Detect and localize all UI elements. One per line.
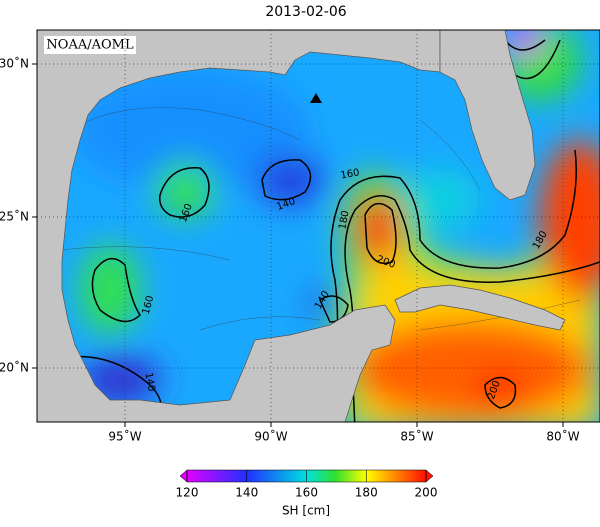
lon-tick-label: 90˚W — [254, 429, 287, 444]
lon-tick-label: 85˚W — [400, 429, 433, 444]
credit: NOAA/AOML — [46, 38, 134, 53]
lon-tick-label: 95˚W — [108, 429, 141, 444]
colorbar-tick-label: 140 — [235, 486, 258, 500]
lon-tick-label: 80˚W — [546, 429, 579, 444]
colorbar-tick-label: 120 — [176, 486, 199, 500]
colorbar-tick-label: 200 — [415, 486, 438, 500]
contour-label: 160 — [141, 294, 157, 315]
credit-box — [44, 36, 136, 54]
colorbar-low-end — [179, 469, 188, 483]
lat-tick-label: 30˚N — [0, 56, 29, 71]
contour-label: 180 — [337, 210, 351, 231]
map-frame — [36, 29, 600, 423]
land-florida — [439, 30, 536, 201]
contour-label: 160 — [340, 167, 361, 181]
land-cuba — [394, 284, 566, 331]
colorbar-label: SH [cm] — [282, 504, 330, 518]
colorbar-tick-label: 180 — [355, 486, 378, 500]
map-area — [37, 30, 600, 422]
lat-tick-label: 20˚N — [0, 360, 29, 375]
colorbar-high-end — [425, 469, 434, 483]
station-marker — [310, 93, 322, 103]
lat-tick-label: 25˚N — [0, 209, 29, 224]
land-us-mexico — [37, 30, 441, 422]
title: 2013-02-06 — [265, 4, 346, 20]
contour-label: 140 — [142, 372, 156, 393]
colorbar-tick-label: 160 — [295, 486, 318, 500]
